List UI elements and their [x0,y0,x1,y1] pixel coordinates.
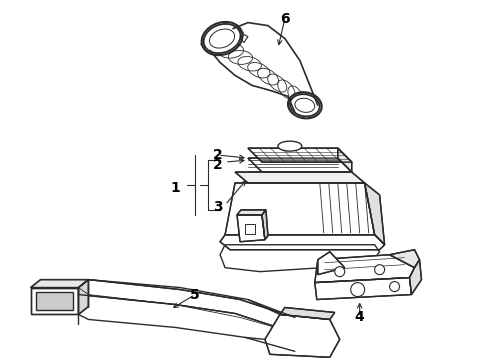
Ellipse shape [204,24,241,53]
Circle shape [375,265,385,275]
Polygon shape [265,315,340,357]
Polygon shape [220,235,385,250]
Circle shape [335,267,345,276]
Polygon shape [365,183,385,245]
Text: 3: 3 [213,200,223,214]
Polygon shape [78,280,89,315]
Polygon shape [210,23,318,112]
Polygon shape [36,292,74,310]
Text: 2: 2 [213,158,223,172]
Circle shape [390,282,399,292]
Ellipse shape [210,29,235,48]
Text: 1: 1 [171,181,180,195]
Polygon shape [30,280,89,288]
Polygon shape [262,210,268,240]
Ellipse shape [290,94,319,116]
Polygon shape [237,215,265,242]
Circle shape [351,283,365,297]
Polygon shape [280,307,335,319]
Text: 6: 6 [280,12,290,26]
Polygon shape [248,148,352,162]
Polygon shape [248,158,352,172]
Ellipse shape [278,141,302,151]
Polygon shape [318,252,345,275]
Polygon shape [78,280,295,332]
Polygon shape [315,278,412,300]
Polygon shape [235,172,365,183]
Text: 2: 2 [213,148,223,162]
Ellipse shape [295,98,315,112]
Polygon shape [338,148,352,172]
Polygon shape [410,260,421,294]
Polygon shape [315,255,415,283]
Polygon shape [390,250,419,268]
Text: 5: 5 [190,288,200,302]
Polygon shape [225,183,375,235]
Text: 4: 4 [355,310,365,324]
FancyBboxPatch shape [245,224,255,234]
Polygon shape [30,288,78,315]
Polygon shape [237,210,266,215]
